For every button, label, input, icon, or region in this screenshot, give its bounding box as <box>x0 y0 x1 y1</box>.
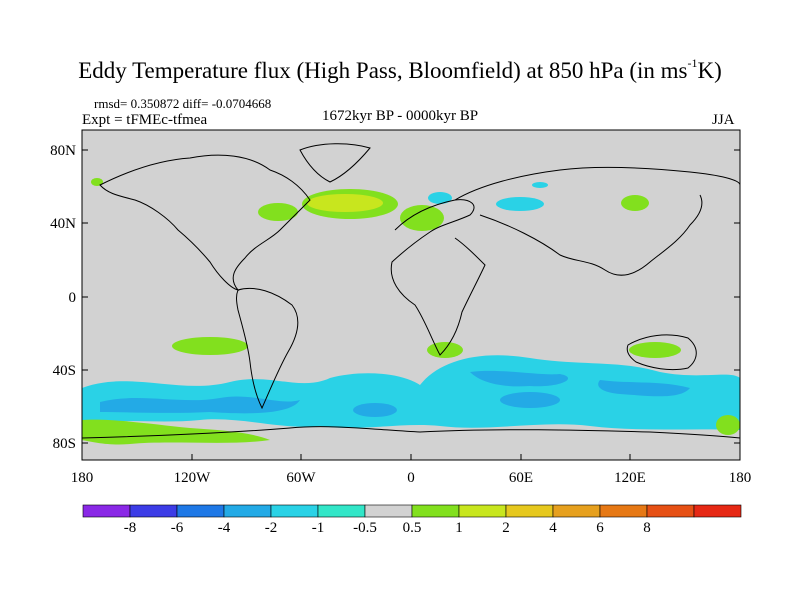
colorbar-swatch <box>82 504 131 518</box>
colorbar <box>82 504 742 518</box>
colorbar-swatch <box>364 504 413 518</box>
colorbar-swatch <box>176 504 225 518</box>
y-tick-label: 80S <box>53 436 76 452</box>
colorbar-swatch <box>270 504 319 518</box>
colorbar-label: -1 <box>312 520 325 536</box>
stats-text: rmsd= 0.350872 diff= -0.0704668 <box>94 96 272 111</box>
colorbar-swatch <box>129 504 178 518</box>
x-tick-label: 60E <box>509 470 533 486</box>
colorbar-swatch <box>411 504 460 518</box>
y-tick-label: 0 <box>69 290 77 306</box>
y-axis-ticks <box>82 149 740 444</box>
x-tick-label: 180 <box>71 470 94 486</box>
x-axis-ticks <box>81 454 741 460</box>
coastlines <box>81 143 741 439</box>
x-tick-label: 120W <box>174 470 212 486</box>
plot-title: Eddy Temperature flux (High Pass, Bloomf… <box>78 56 722 83</box>
period-label: 1672kyr BP - 0000kyr BP <box>322 108 479 124</box>
colorbar-label: -6 <box>171 520 184 536</box>
colorbar-swatch <box>693 504 742 518</box>
colorbar-swatch <box>223 504 272 518</box>
colorbar-label: 4 <box>549 520 557 536</box>
x-tick-label: 120E <box>614 470 646 486</box>
x-tick-label: 180 <box>729 470 752 486</box>
y-tick-label: 80N <box>50 143 76 159</box>
colorbar-label: 8 <box>643 520 651 536</box>
colorbar-label: -0.5 <box>353 520 377 536</box>
colorbar-swatch <box>599 504 648 518</box>
y-tick-label: 40S <box>53 363 76 379</box>
colorbar-swatch <box>552 504 601 518</box>
season-label: JJA <box>712 112 735 128</box>
colorbar-label: -8 <box>124 520 137 536</box>
colorbar-labels: -8 -6 -4 -2 -1 -0.5 0.5 1 2 4 6 8 <box>124 520 651 536</box>
colorbar-swatch <box>505 504 554 518</box>
colorbar-swatch <box>646 504 695 518</box>
colorbar-label: 6 <box>596 520 604 536</box>
colorbar-swatch <box>458 504 507 518</box>
experiment-label: Expt = tFMEc-tfmea <box>82 112 208 128</box>
colorbar-label: -4 <box>218 520 231 536</box>
anomaly-fields <box>82 178 740 445</box>
colorbar-label: -2 <box>265 520 278 536</box>
x-tick-label: 0 <box>407 470 415 486</box>
colorbar-label: 1 <box>455 520 463 536</box>
colorbar-label: 0.5 <box>403 520 422 536</box>
x-tick-label: 60W <box>286 470 316 486</box>
y-tick-label: 40N <box>50 216 76 232</box>
colorbar-label: 2 <box>502 520 510 536</box>
colorbar-swatch <box>317 504 366 518</box>
